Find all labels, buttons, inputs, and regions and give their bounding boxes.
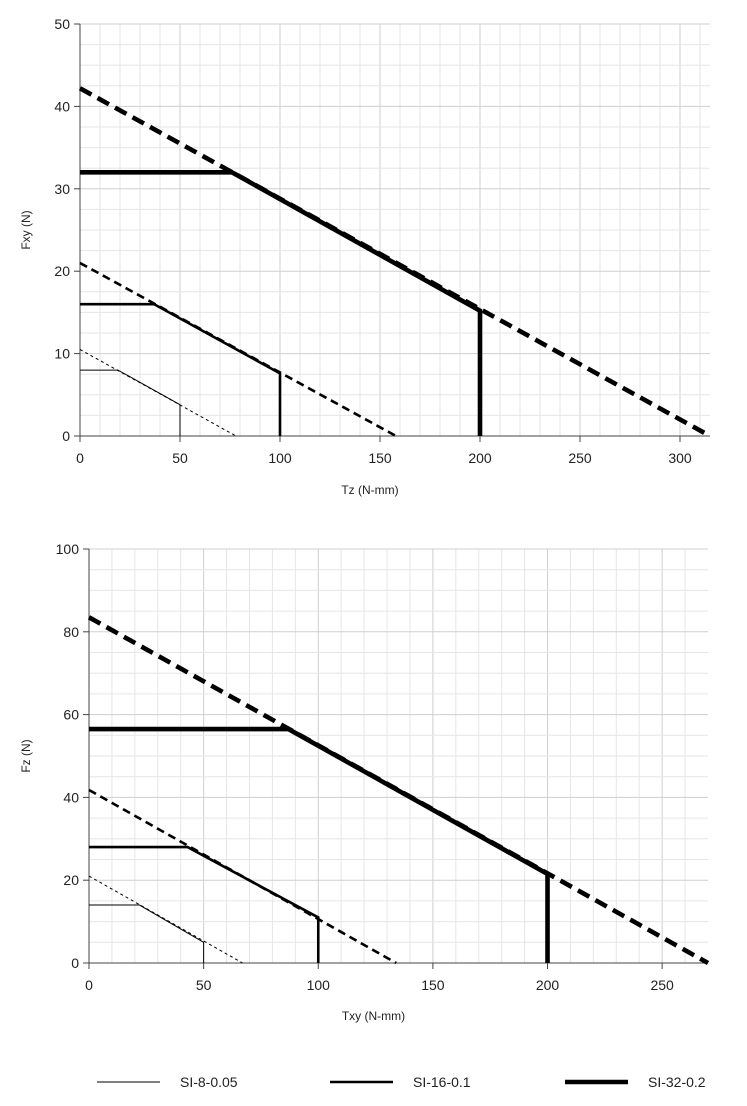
x-tick-label: 150: [421, 977, 445, 993]
y-tick-label: 40: [63, 789, 79, 805]
y-tick-label: 0: [71, 955, 79, 971]
x-tick-label: 0: [85, 977, 93, 993]
y-tick-label: 60: [63, 707, 79, 723]
series-SI-8-0.05: [79, 349, 237, 437]
y-axis-title: Fxy (N): [19, 210, 33, 249]
chart-fz-vs-txy: 0 20 40 60 80 100 0 50 100 150 200 250 Txy (N-mm) Fz …: [19, 541, 710, 1023]
x-tick-label: 100: [307, 977, 331, 993]
y-tick-label: 30: [54, 181, 70, 197]
series-SI-32-0.2: [78, 86, 712, 439]
series-envelope-line: [80, 302, 282, 436]
series-SI-16-0.1: [88, 788, 397, 965]
series-SI-32-0.2: [87, 615, 710, 966]
x-tick-label: 50: [196, 977, 212, 993]
legend-item: SI-8-0.05: [97, 1074, 238, 1090]
series-envelope-line: [89, 904, 205, 963]
y-tick-label: 80: [63, 624, 79, 640]
x-tick-label: 250: [568, 450, 592, 466]
x-tick-label: 100: [268, 450, 292, 466]
x-tick-label: 300: [668, 450, 692, 466]
x-tick-label: 0: [76, 450, 84, 466]
x-tick-label: 250: [650, 977, 674, 993]
legend-item: SI-32-0.2: [565, 1074, 706, 1090]
series-envelope-line: [89, 845, 320, 963]
series-boundary-line: [87, 615, 710, 966]
y-axis-title: Fz (N): [19, 739, 33, 772]
y-tick-label: 10: [54, 346, 70, 362]
x-axis-title: Tz (N-mm): [341, 483, 398, 497]
grid: [80, 23, 710, 436]
x-tick-label: 200: [468, 450, 492, 466]
series-envelope-line: [80, 170, 483, 436]
y-tick-label: 0: [62, 428, 70, 444]
y-tick-label: 40: [54, 98, 70, 114]
grid: [89, 548, 708, 963]
series-envelope-line: [80, 369, 181, 436]
y-tick-label: 100: [56, 541, 80, 557]
y-tick-label: 20: [63, 872, 79, 888]
legend-item: SI-16-0.1: [330, 1074, 471, 1090]
legend-label: SI-16-0.1: [413, 1074, 471, 1090]
series-boundary-line: [79, 261, 397, 438]
y-tick-label: 50: [54, 16, 70, 32]
series-SI-16-0.1: [79, 261, 397, 438]
legend: SI-8-0.05 SI-16-0.1 SI-32-0.2: [97, 1074, 706, 1090]
legend-label: SI-32-0.2: [648, 1074, 706, 1090]
series-SI-8-0.05: [88, 875, 243, 964]
x-tick-label: 150: [368, 450, 392, 466]
chart-fxy-vs-tz: 0 10 20 30 40 50 0 50 100 150 200 250 300 Tz (N-mm) Fx…: [19, 16, 712, 497]
series-envelope-line: [89, 726, 550, 963]
x-axis-title: Txy (N-mm): [342, 1009, 405, 1023]
x-tick-label: 50: [172, 450, 188, 466]
y-tick-label: 20: [54, 263, 70, 279]
x-tick-label: 200: [536, 977, 560, 993]
legend-label: SI-8-0.05: [180, 1074, 238, 1090]
